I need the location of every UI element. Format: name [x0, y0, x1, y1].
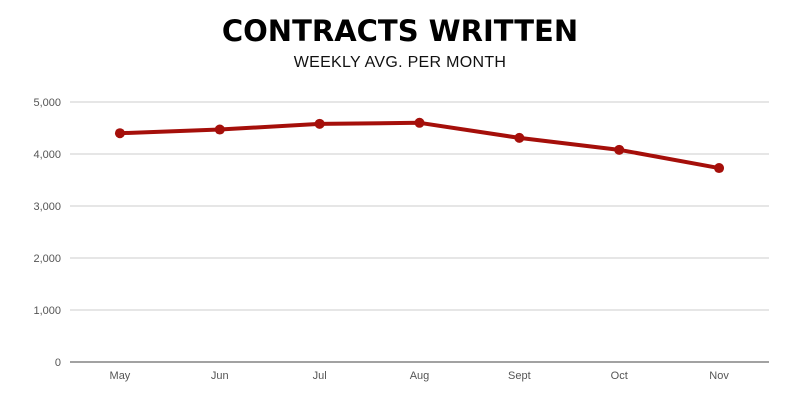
- y-tick-label: 1,000: [33, 305, 61, 317]
- chart-subtitle: WEEKLY AVG. PER MONTH: [293, 54, 507, 71]
- y-tick-label: 0: [55, 357, 61, 369]
- x-tick-label: Aug: [410, 370, 430, 382]
- x-tick-label: Jul: [313, 370, 327, 382]
- data-point: [514, 132, 525, 143]
- x-tick-label: May: [110, 370, 131, 382]
- x-tick-label: Jun: [211, 370, 229, 382]
- y-tick-label: 4,000: [33, 149, 61, 161]
- data-point: [714, 163, 725, 174]
- chart-title: CONTRACTS WRITTEN: [221, 14, 579, 48]
- data-point: [314, 118, 325, 129]
- x-tick-label: Nov: [709, 370, 729, 382]
- x-tick-label: Sept: [508, 370, 531, 382]
- y-tick-label: 5,000: [33, 97, 61, 109]
- y-tick-label: 2,000: [33, 253, 61, 265]
- y-tick-label: 3,000: [33, 201, 61, 213]
- data-point: [614, 144, 625, 155]
- data-point: [114, 128, 125, 139]
- data-point: [214, 124, 225, 135]
- data-point: [414, 117, 425, 128]
- series-line: [117, 120, 722, 171]
- x-tick-label: Oct: [611, 370, 628, 382]
